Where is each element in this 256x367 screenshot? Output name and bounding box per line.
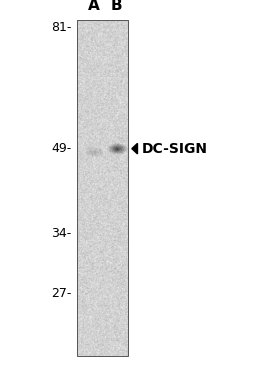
Text: B: B — [111, 0, 122, 13]
Polygon shape — [132, 143, 137, 154]
Text: DC-SIGN: DC-SIGN — [141, 142, 207, 156]
Text: 34-: 34- — [51, 226, 72, 240]
Text: 27-: 27- — [51, 287, 72, 300]
Text: 81-: 81- — [51, 21, 72, 34]
Text: 49-: 49- — [51, 142, 72, 155]
Bar — [77, 20, 128, 356]
Text: A: A — [88, 0, 99, 13]
